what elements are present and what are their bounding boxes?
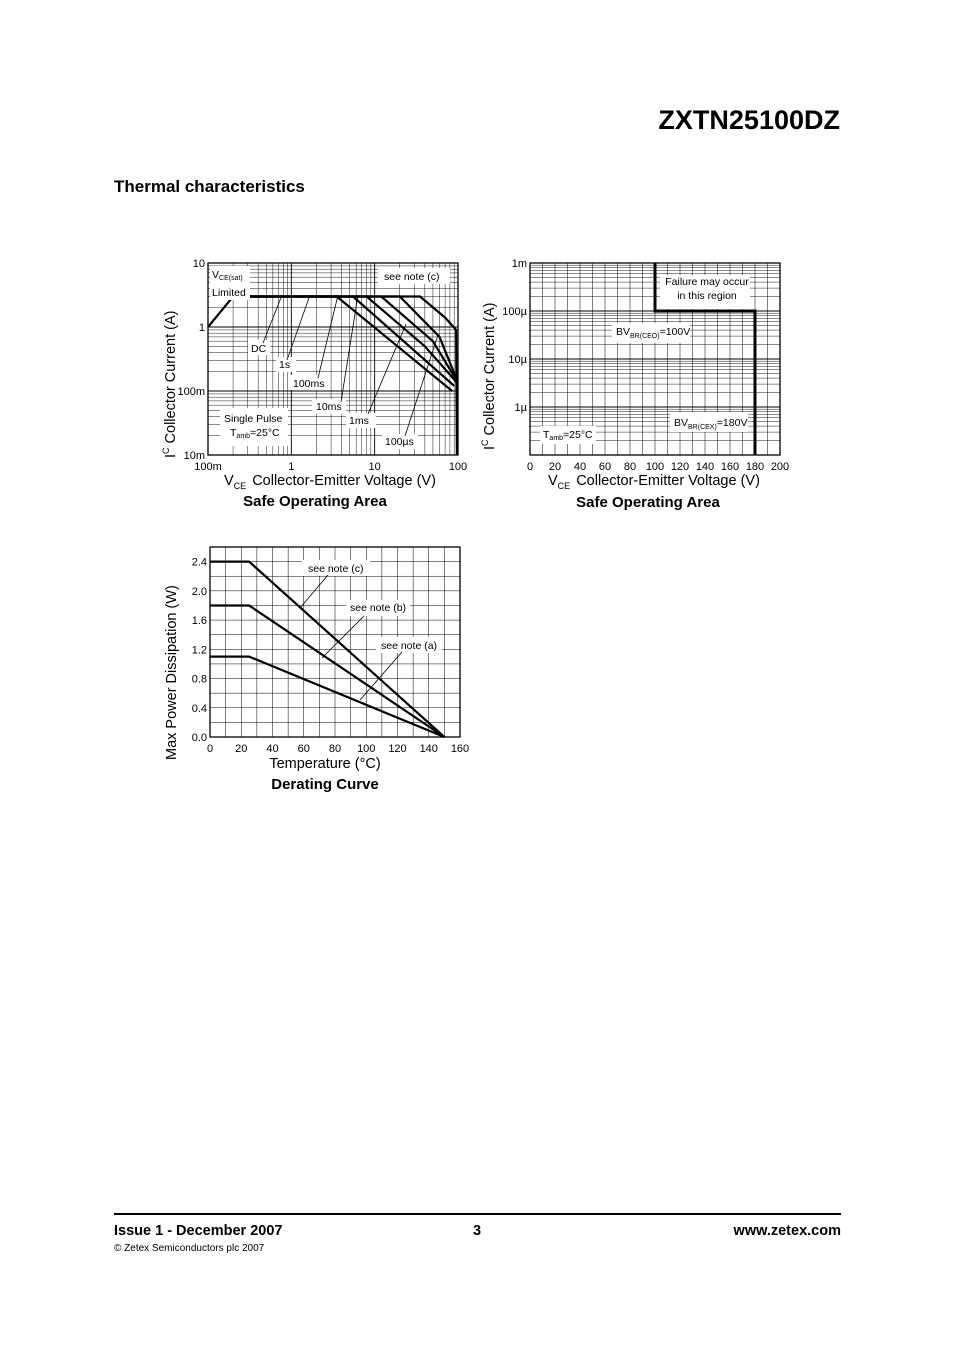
soa-lin-ylabel: ICCollector Current (A) [480, 303, 498, 450]
note-c-derating: see note (c) [308, 563, 363, 575]
series-line-1 [210, 604, 446, 738]
soa-lin-boundary [653, 263, 757, 455]
series-line-2 [233, 295, 457, 383]
x-tick-label: 0 [527, 461, 533, 473]
x-tick-label: 0 [207, 743, 213, 755]
bv-cex-label: BVBR(CEX)=180V [674, 417, 747, 431]
x-tick-label: 100 [449, 461, 467, 473]
x-tick-label: 180 [746, 461, 764, 473]
y-tick-label: 100m [177, 386, 205, 398]
y-tick-label: 0.8 [192, 674, 207, 686]
tamb-label-1: Tamb=25°C [230, 427, 280, 440]
derating-ylabel: Max Power Dissipation (W) [164, 585, 180, 760]
x-tick-label: 20 [549, 461, 561, 473]
y-tick-label: 1 [199, 322, 205, 334]
derating-title: Derating Curve [271, 776, 379, 793]
note-b-derating: see note (b) [350, 602, 406, 614]
derating-ticks: 0 20 40 60 80 100 120 140 160 0.0 0.4 0.8 1.2 1.6 2.0 2… [192, 557, 469, 755]
y-tick-label: 2.0 [192, 586, 207, 598]
soa-log-plot-frame [207, 262, 459, 456]
series-line-2 [210, 655, 445, 739]
10ms-label: 10ms [316, 401, 342, 413]
y-tick-label: 1m [512, 258, 527, 270]
y-tick-label: 0.0 [192, 732, 207, 744]
x-tick-label: 120 [671, 461, 689, 473]
part-number: ZXTN25100DZ [658, 105, 840, 135]
derating-xlabel: Temperature (°C) [269, 756, 380, 772]
single-pulse-box [220, 408, 288, 446]
100ms-label: 100ms [293, 378, 325, 390]
bv-ceo-label: BVBR(CEO)=100V [616, 326, 690, 340]
y-tick-label: 1µ [515, 402, 528, 414]
vce-sym: VCE(sat) [212, 269, 243, 282]
x-tick-label: 200 [771, 461, 789, 473]
soa-lin-xlabel: VCE Collector-Emitter Voltage (V) [548, 473, 760, 491]
tamb-box-2 [540, 426, 596, 444]
series-line-0 [653, 263, 757, 455]
footer-divider [114, 1213, 841, 1215]
1s-label: 1s [279, 359, 290, 371]
x-tick-label: 20 [235, 743, 247, 755]
soa-log-ylabel: ICCollector Current (A) [161, 311, 179, 458]
failure-label-2: in this region [677, 290, 737, 302]
x-tick-label: 80 [624, 461, 636, 473]
bv-cex-box [670, 412, 748, 432]
x-tick-label: 10 [369, 461, 381, 473]
x-tick-label: 60 [599, 461, 611, 473]
section-title: Thermal characteristics [114, 177, 305, 196]
footer-issue: Issue 1 - December 2007 [114, 1223, 283, 1239]
y-tick-label: 1.2 [192, 644, 207, 656]
x-tick-label: 120 [388, 743, 406, 755]
y-tick-label: 100µ [502, 306, 527, 318]
soa-log-title: Safe Operating Area [243, 493, 387, 510]
footer-website[interactable]: www.zetex.com [733, 1223, 841, 1239]
bv-ceo-box [612, 323, 690, 343]
x-tick-label: 160 [451, 743, 469, 755]
x-tick-label: 40 [266, 743, 278, 755]
dc-label: DC [251, 343, 267, 355]
note-c-label: see note (c) [384, 271, 439, 283]
y-tick-label: 10 [193, 258, 205, 270]
vce-limited-label: Limited [212, 287, 246, 299]
vce-limited-box [210, 266, 250, 300]
y-tick-label: 2.4 [192, 557, 207, 569]
footer-copyright: © Zetex Semiconductors plc 2007 [114, 1243, 265, 1254]
x-tick-label: 160 [721, 461, 739, 473]
100us-label: 100µs [385, 436, 414, 448]
soa-log-xlabel: VCE Collector-Emitter Voltage (V) [224, 473, 436, 491]
x-tick-label: 1 [288, 461, 294, 473]
x-tick-label: 80 [329, 743, 341, 755]
x-tick-label: 100m [194, 461, 222, 473]
note-a-derating: see note (a) [381, 640, 437, 652]
y-tick-label: 1.6 [192, 615, 207, 627]
footer-page-number: 3 [473, 1223, 482, 1239]
y-tick-label: 10m [184, 450, 205, 462]
1ms-label: 1ms [349, 415, 369, 427]
series-line-0 [207, 295, 453, 392]
y-tick-label: 10µ [508, 354, 527, 366]
soa-lin-plot-frame [529, 262, 781, 456]
x-tick-label: 60 [298, 743, 310, 755]
x-tick-label: 140 [696, 461, 714, 473]
note-c-box [378, 268, 450, 284]
x-tick-label: 100 [646, 461, 664, 473]
soa-chart-linear: Failure may occur in this region 0 20 40 60… [480, 258, 789, 511]
x-tick-label: 140 [420, 743, 438, 755]
x-tick-label: 40 [574, 461, 586, 473]
soa-lin-ticks: 0 20 40 60 80 100 120 140 160 180 200 1µ 10µ 100µ 1m [502, 258, 789, 473]
failure-label-1: Failure may occur [665, 276, 749, 288]
tamb-label-2: Tamb=25°C [543, 429, 593, 442]
derating-chart: 0 20 40 60 80 100 120 140 160 0.0 0.4 0.8 1.2 1.6 2.0 2… [164, 546, 469, 793]
failure-box [660, 275, 750, 309]
derating-plot-frame [209, 546, 461, 738]
y-tick-label: 0.4 [192, 703, 207, 715]
x-tick-label: 100 [357, 743, 375, 755]
soa-lin-title: Safe Operating Area [576, 494, 720, 511]
single-pulse-label: Single Pulse [224, 413, 283, 425]
